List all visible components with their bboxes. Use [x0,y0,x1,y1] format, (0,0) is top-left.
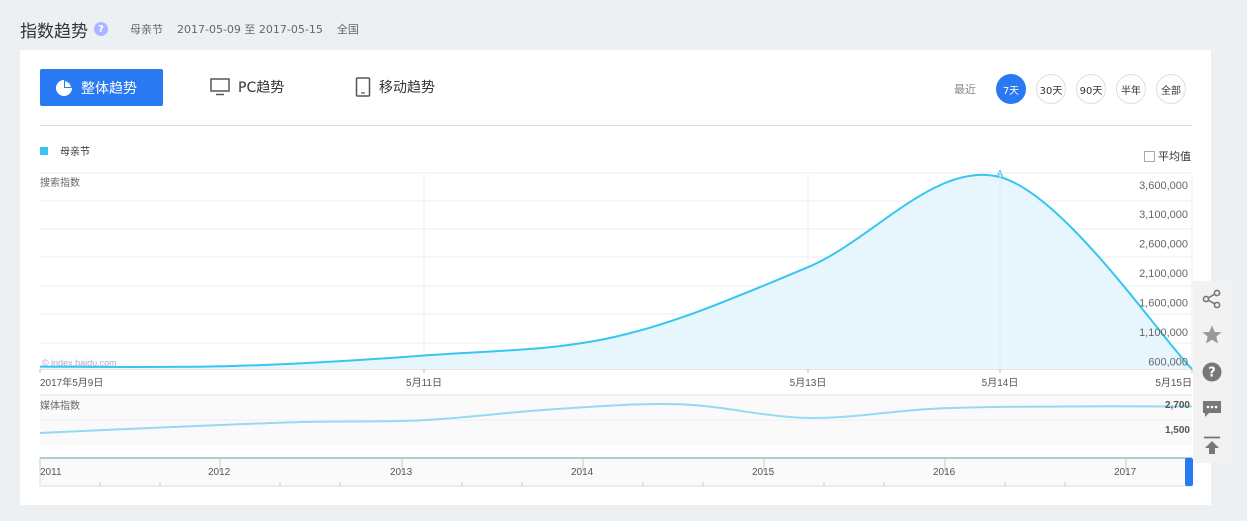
average-label: 平均值 [1158,150,1191,163]
y-tick-label: 1,100,000 [1139,327,1188,339]
x-tick-label: 5月13日 [790,377,827,389]
date-range: 2017-05-09 至 2017-05-15 [177,23,323,36]
back-to-top-icon[interactable] [1200,434,1224,458]
timeline-year-label: 2013 [390,467,413,478]
keyword-label: 母亲节 [130,23,163,36]
media-series [39,402,1193,434]
main-marks: A [39,169,1193,370]
trend-tabs: 整体趋势 PC趋势 移动趋势 最近 7天 30天 90天 半年 全部 [20,50,1211,126]
timeline-year-label: 2012 [208,467,231,478]
timeline-year-label: 2017 [1114,467,1137,478]
series-area [40,174,1192,369]
help-icon[interactable]: ? [94,22,108,36]
pie-chart-icon [56,79,72,96]
media-series-line [39,402,1193,434]
share-icon[interactable] [1200,287,1224,311]
monitor-icon [210,78,230,96]
trend-panel: 整体趋势 PC趋势 移动趋势 最近 7天 30天 90天 半年 全部 母亲节 平… [20,50,1211,505]
legend: 母亲节 [40,143,90,158]
legend-series-label: 母亲节 [60,147,90,158]
y-axis-ticks: 600,000 1,100,000 1,600,000 2,100,000 2,600,… [1139,180,1188,369]
media-y-tick-label: 1,500 [1165,425,1190,436]
tab-label: 整体趋势 [81,80,137,97]
search-index-title: 搜索指数 [40,176,80,189]
tab-label: 移动趋势 [379,80,435,96]
average-checkbox[interactable] [1144,150,1155,162]
tablet-icon [355,77,371,97]
peak-marker-label[interactable]: A [997,169,1004,180]
y-tick-label: 3,100,000 [1139,209,1188,221]
x-axis-ticks: 2017年5月9日 5月11日 5月13日 5月14日 5月15日 [39,369,1193,389]
main-series [39,174,1193,370]
x-tick-label: 5月15日 [1155,377,1192,389]
x-tick-label: 5月11日 [406,377,442,389]
legend-swatch [40,146,48,155]
page-header: 指数趋势 ? 母亲节 2017-05-09 至 2017-05-15 全国 [20,14,373,44]
y-tick-label: 1,600,000 [1139,297,1188,309]
timeline-ticks: 2011 2012 2013 2014 2015 2016 2017 [39,458,1137,486]
x-tick-label: 5月14日 [982,377,1019,389]
timeline-year-label: 2016 [933,467,956,478]
trend-chart: 搜索指数 A © index.baidu.com 600,000 1,100,00… [39,169,1193,487]
series-line [39,174,1193,370]
star-icon[interactable] [1200,323,1224,347]
range-half-year-button[interactable]: 半年 [1116,74,1146,104]
tab-overall-trend[interactable]: 整体趋势 [40,69,163,106]
timeline-year-label: 2014 [571,467,594,478]
timeline-handle[interactable] [1185,458,1193,486]
region-label: 全国 [336,23,359,36]
tab-pc-trend[interactable]: PC趋势 [210,76,284,98]
comment-icon[interactable] [1200,397,1224,421]
timeline-year-label: 2015 [752,467,775,478]
range-30-days-button[interactable]: 30天 [1036,74,1066,104]
side-toolbar: ? [1193,281,1232,463]
timeline-year-label: 2011 [40,467,62,478]
tab-label: PC趋势 [238,80,285,96]
range-7-days-button[interactable]: 7天 [996,74,1026,104]
help-icon[interactable]: ? [1200,360,1224,384]
media-y-tick-label: 2,700 [1165,400,1190,411]
y-tick-label: 3,600,000 [1139,180,1188,192]
y-tick-label: 600,000 [1148,356,1188,368]
watermark: © index.baidu.com [42,358,117,368]
range-label: 最近 [954,83,976,96]
svg-text:?: ? [1208,366,1216,381]
y-tick-label: 2,100,000 [1139,268,1188,280]
range-all-button[interactable]: 全部 [1156,74,1186,104]
divider [40,125,1192,126]
x-tick-label: 2017年5月9日 [40,376,103,389]
average-toggle[interactable]: 平均值 [1144,148,1191,164]
tab-mobile-trend[interactable]: 移动趋势 [355,76,435,98]
range-90-days-button[interactable]: 90天 [1076,74,1106,104]
y-tick-label: 2,600,000 [1139,239,1188,251]
page-title: 指数趋势 [20,21,88,42]
media-index-title: 媒体指数 [40,399,80,412]
